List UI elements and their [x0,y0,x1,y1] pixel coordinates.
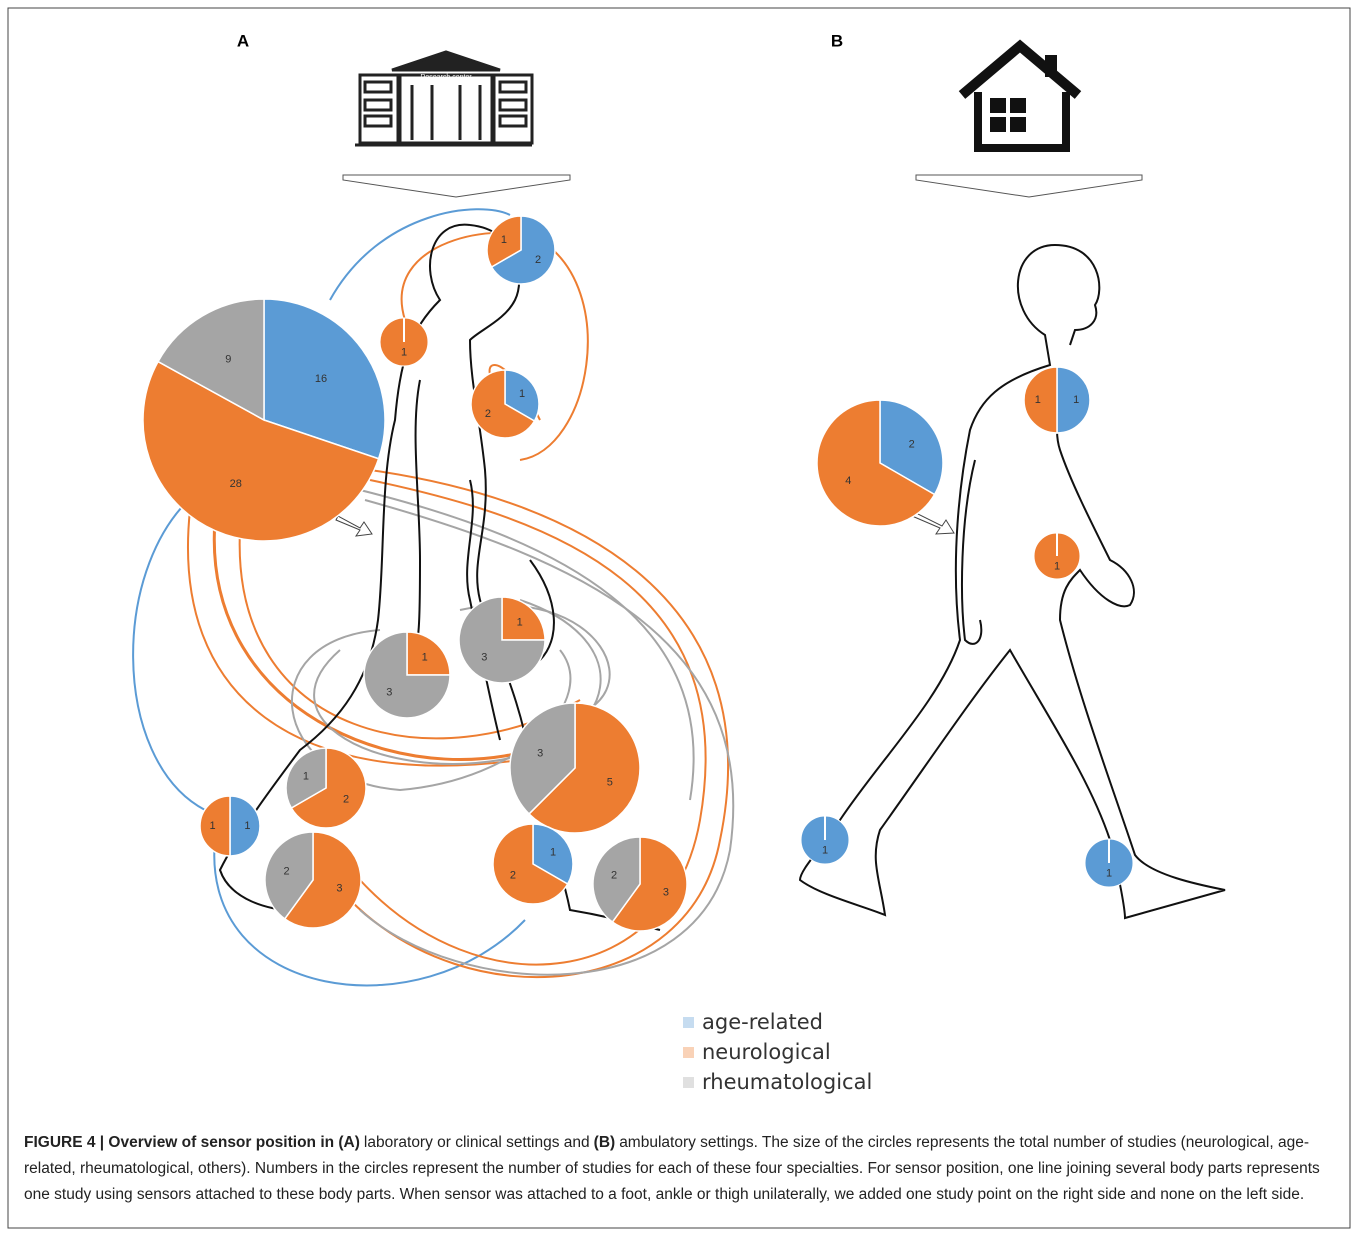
pie-slice [142,360,380,542]
slice-label: 1 [303,770,309,782]
slice-label: 1 [501,234,507,246]
legend-swatch [683,1047,694,1058]
human-outline [798,244,1226,920]
slice-label: 2 [909,439,915,451]
slice-label: 16 [315,373,327,385]
slice-label: 2 [535,254,541,266]
slice-label: 1 [1106,868,1112,880]
slice-label: 4 [845,475,851,487]
slice-label: 1 [1073,394,1079,406]
slice-label: 2 [510,870,516,882]
pie-slice [285,747,327,810]
slice-label: 1 [210,820,216,832]
panel-label: A [237,31,249,50]
arrow [335,515,373,537]
slice-label: 9 [225,353,231,365]
slice-label: 1 [401,347,407,359]
pie-slice [611,836,688,932]
pie-slice [290,747,367,829]
legend-label: age-related [702,1010,823,1034]
slice-label: 2 [611,869,617,881]
pie-slice [492,823,569,905]
caption: FIGURE 4 | Overview of sensor position i… [24,1130,1329,1208]
pie-slice [816,399,936,527]
caption-text: (B) [593,1134,616,1151]
slice-label: 2 [343,794,349,806]
pie-slice [157,298,265,422]
pie-slice [486,215,522,269]
pie-slice [199,795,231,857]
pie-slice [1023,366,1058,434]
caption-text: FIGURE 4 | Overview of sensor position i… [24,1134,360,1151]
slice-label: 1 [822,845,828,857]
chevron [915,174,1143,198]
pie-slice [501,596,546,641]
slice-label: 2 [485,408,491,420]
pie-slice [458,596,546,684]
pie-slice [879,399,944,496]
slice-label: 1 [1035,394,1041,406]
icon-label: Research center [420,74,472,81]
slice-label: 1 [422,651,428,663]
building-icon [355,50,534,147]
frame [7,7,1351,1229]
pie-slice [363,631,451,719]
pie-slice [490,215,556,285]
slice-label: 28 [230,478,242,490]
slice-label: 3 [386,687,392,699]
pie-slice [264,831,314,920]
legend-label: neurological [702,1040,831,1064]
pie-slice [470,369,536,439]
pie-slice [1056,366,1091,434]
legend-swatch [683,1017,694,1028]
slice-label: 1 [1054,560,1060,572]
caption-text: ambulatory settings. The size of the cir… [24,1134,1320,1203]
pie-slice [592,836,641,924]
pie-slice [406,631,451,676]
panel-label: B [831,31,843,50]
pie-slice [527,702,641,834]
slice-label: 3 [537,747,543,759]
slice-label: 3 [336,883,342,895]
slice-label: 1 [244,820,250,832]
legend-swatch [683,1077,694,1088]
pie-slice [509,702,576,816]
pie-slice [263,298,386,460]
arrow [911,511,955,535]
slice-label: 1 [517,616,523,628]
chevron [342,174,571,198]
house-icon [958,39,1082,152]
slice-label: 3 [663,886,669,898]
pie-slice [229,795,261,857]
caption-text: laboratory or clinical settings and [363,1134,590,1151]
slice-label: 3 [481,652,487,664]
slice-label: 1 [550,846,556,858]
slice-label: 2 [283,865,289,877]
legend-label: rheumatological [702,1070,872,1094]
slice-label: 1 [519,388,525,400]
slice-label: 5 [607,776,613,788]
pie-slice [283,831,362,929]
